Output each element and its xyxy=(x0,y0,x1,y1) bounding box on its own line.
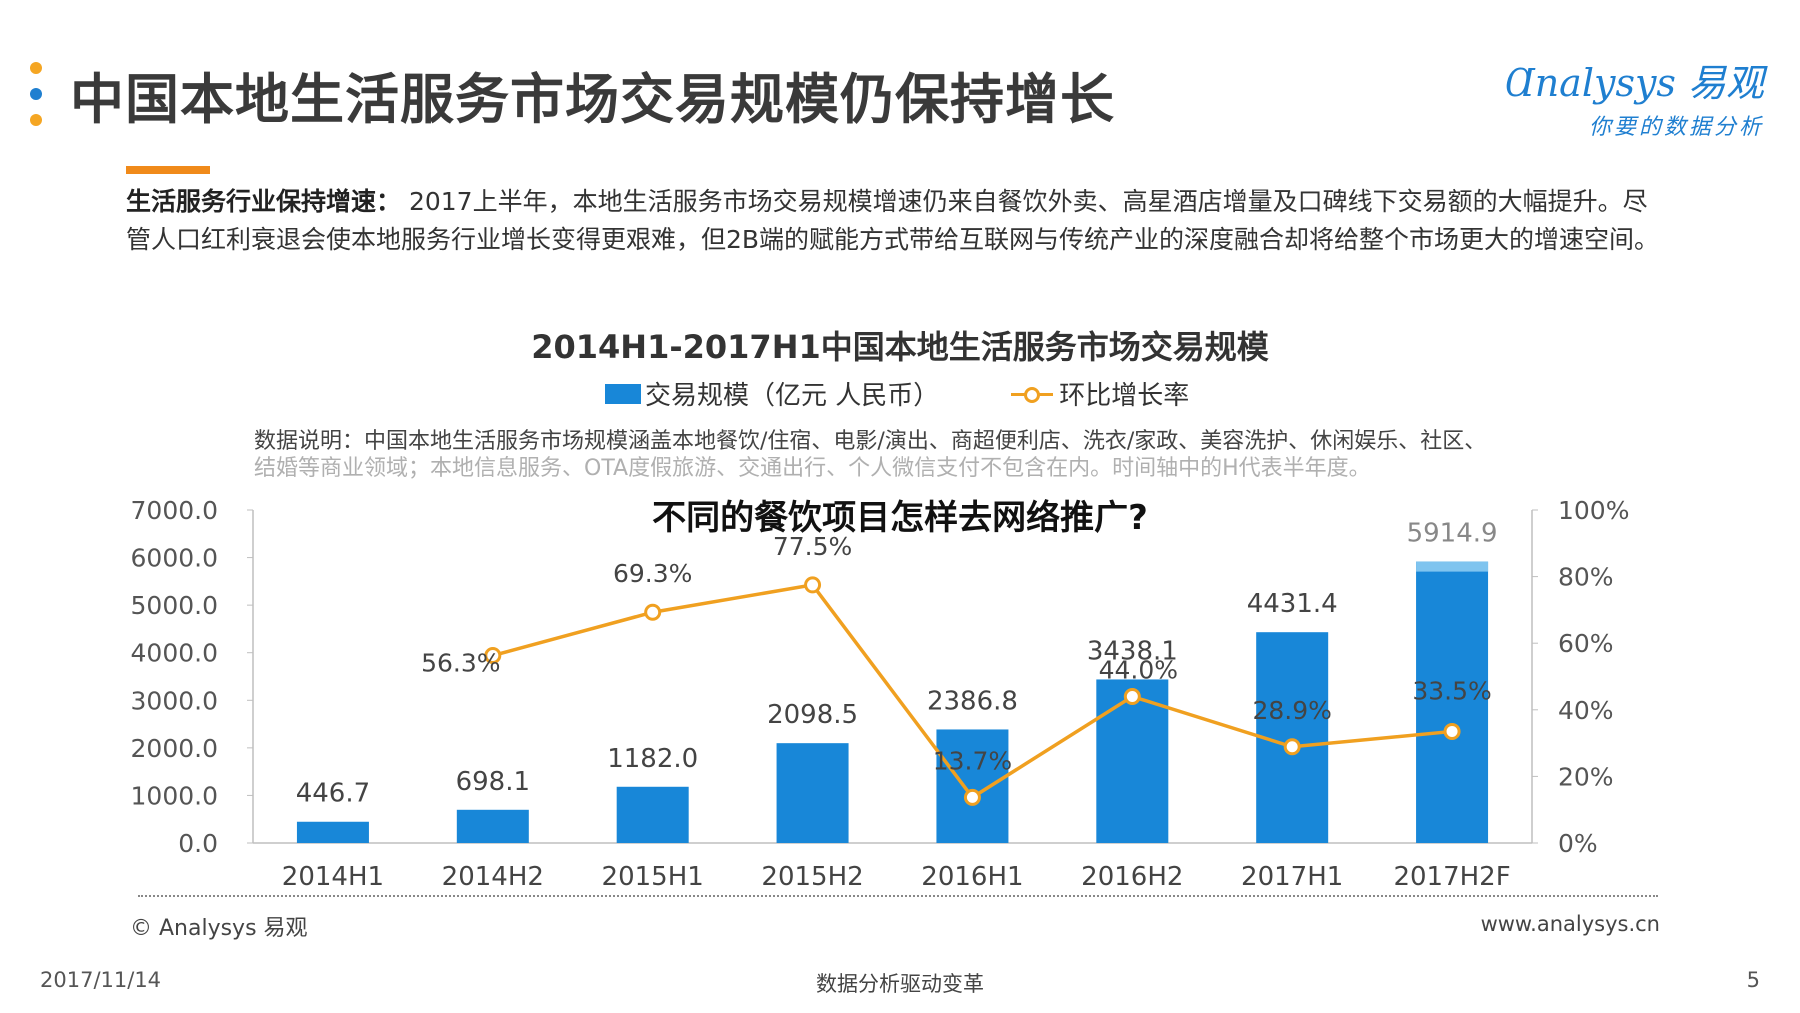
growth-rate-point xyxy=(1283,738,1301,756)
accent-bar xyxy=(126,166,210,174)
y-right-tick-label: 20% xyxy=(1558,762,1614,791)
x-tick-label: 2014H1 xyxy=(282,862,384,892)
x-tick-label: 2016H2 xyxy=(1081,862,1183,892)
bar xyxy=(296,821,369,843)
growth-rate-label: 77.5% xyxy=(773,532,852,561)
growth-rate-label: 69.3% xyxy=(613,559,692,588)
growth-rate-label: 44.0% xyxy=(1099,655,1178,684)
growth-rate-label: 28.9% xyxy=(1252,696,1331,725)
growth-rate-label: 13.7% xyxy=(933,746,1012,775)
y-left-tick-label: 2000.0 xyxy=(131,734,218,763)
title-bullet-dots xyxy=(30,62,44,140)
bar-value-label: 4431.4 xyxy=(1247,589,1338,619)
legend-line-label: 环比增长率 xyxy=(1059,381,1190,411)
growth-rate-point xyxy=(804,576,822,594)
description-body: 2017上半年，本地生活服务市场交易规模增速仍来自餐饮外卖、高星酒店增量及口碑线… xyxy=(126,187,1660,254)
footer-slogan: 数据分析驱动变革 xyxy=(816,972,984,996)
bar-value-label: 446.7 xyxy=(296,779,370,809)
bar xyxy=(1416,561,1489,843)
dot-blue xyxy=(30,88,42,100)
y-right-tick-label: 40% xyxy=(1558,696,1614,725)
page-number: 5 xyxy=(1746,968,1760,992)
dot-yellow xyxy=(30,62,42,74)
copyright: © Analysys 易观 xyxy=(130,916,308,941)
logo-brand: nalysys 易观 xyxy=(1534,61,1764,105)
analysys-logo: Ɑnalysys 易观 你要的数据分析 xyxy=(1505,52,1764,141)
data-note: 数据说明：中国本地生活服务市场规模涵盖本地餐饮/住宿、电影/演出、商超便利店、洗… xyxy=(254,428,1574,482)
growth-rate-label: 33.5% xyxy=(1412,676,1491,705)
y-right-tick-label: 0% xyxy=(1558,829,1598,858)
bar-value-label: 5914.9 xyxy=(1407,519,1498,549)
logo-tagline: 你要的数据分析 xyxy=(1588,115,1764,140)
logo-a-glyph: Ɑ xyxy=(1504,61,1535,105)
growth-rate-point xyxy=(484,647,502,665)
data-note-line1: 数据说明：中国本地生活服务市场规模涵盖本地餐饮/住宿、电影/演出、商超便利店、洗… xyxy=(254,429,1487,454)
x-tick-label: 2016H1 xyxy=(921,862,1023,892)
y-right-tick-label: 100% xyxy=(1558,496,1629,525)
growth-rate-point xyxy=(1443,722,1461,740)
bar-value-label: 698.1 xyxy=(456,767,530,797)
description: 生活服务行业保持增速： 2017上半年，本地生活服务市场交易规模增速仍来自餐饮外… xyxy=(126,183,1671,259)
bar xyxy=(456,809,529,843)
growth-rate-point xyxy=(1123,687,1141,705)
y-right-tick-label: 60% xyxy=(1558,629,1614,658)
y-left-tick-label: 3000.0 xyxy=(131,686,218,715)
bar xyxy=(936,729,1009,843)
legend-bar-swatch xyxy=(605,383,641,404)
legend-line-swatch xyxy=(1011,384,1054,404)
overlay-question: 不同的餐饮项目怎样去网络推广? xyxy=(652,498,1148,538)
y-left-tick-label: 0.0 xyxy=(178,829,218,858)
dot-yellow xyxy=(30,114,42,126)
bar-value-label: 2386.8 xyxy=(927,686,1018,716)
bar-forecast-cap xyxy=(1416,561,1489,572)
website-url: www.analysys.cn xyxy=(1480,912,1660,936)
bar-value-label: 2098.5 xyxy=(767,700,858,730)
x-tick-label: 2015H2 xyxy=(761,862,863,892)
y-left-tick-label: 1000.0 xyxy=(131,781,218,810)
legend-bar-label: 交易规模（亿元 人民币） xyxy=(645,381,940,411)
chart-legend: 交易规模（亿元 人民币） 环比增长率 xyxy=(605,375,1189,412)
y-right-tick-label: 80% xyxy=(1558,563,1614,592)
growth-rate-point xyxy=(963,788,981,806)
page-title: 中国本地生活服务市场交易规模仍保持增长 xyxy=(70,68,1115,131)
description-lead: 生活服务行业保持增速： xyxy=(126,187,402,216)
bar-value-label: 3438.1 xyxy=(1087,636,1178,666)
y-left-tick-label: 5000.0 xyxy=(131,591,218,620)
y-left-tick-label: 4000.0 xyxy=(131,639,218,668)
bar xyxy=(616,786,689,843)
chart-title: 2014H1-2017H1中国本地生活服务市场交易规模 xyxy=(531,328,1269,366)
growth-rate-label: 56.3% xyxy=(421,649,500,678)
growth-rate-point xyxy=(644,603,662,621)
bar xyxy=(1096,679,1169,843)
x-tick-label: 2014H2 xyxy=(442,862,544,892)
bar-value-label: 1182.0 xyxy=(607,744,698,774)
x-tick-label: 2015H1 xyxy=(602,862,704,892)
data-note-line2: 结婚等商业领域；本地信息服务、OTA度假旅游、交通出行、个人微信支付不包含在内。… xyxy=(254,456,1371,481)
divider xyxy=(138,895,1658,897)
y-left-tick-label: 7000.0 xyxy=(131,496,218,525)
x-tick-label: 2017H2F xyxy=(1393,862,1510,892)
footer-date: 2017/11/14 xyxy=(40,968,162,992)
x-tick-label: 2017H1 xyxy=(1241,862,1343,892)
bar xyxy=(776,743,849,843)
y-left-tick-label: 6000.0 xyxy=(131,544,218,573)
